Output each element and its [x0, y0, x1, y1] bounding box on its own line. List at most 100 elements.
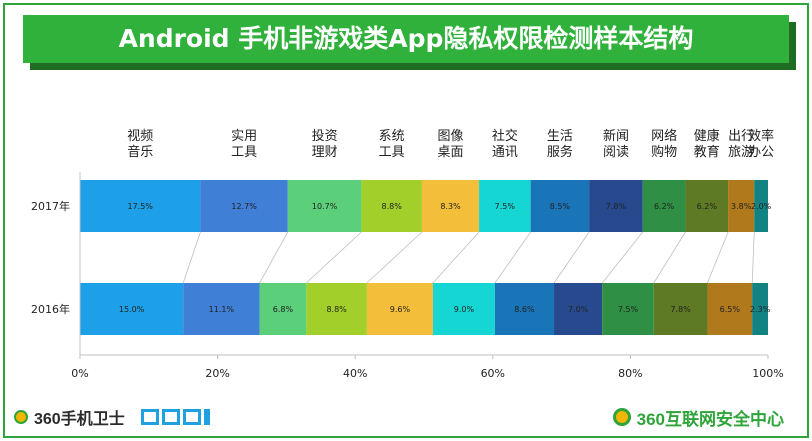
bar-segment	[183, 283, 260, 335]
data-label: 10.7%	[312, 202, 338, 211]
bar-segment	[287, 180, 362, 232]
x-tick-label: 60%	[481, 367, 505, 380]
bar-segment	[530, 180, 590, 232]
series-connector-line	[494, 231, 531, 284]
legend-label: 理财	[312, 145, 338, 160]
data-label: 11.1%	[209, 305, 235, 314]
dcci-letter-mark	[203, 409, 210, 425]
dcci-letter-mark	[140, 409, 159, 425]
bar-segment	[479, 180, 531, 232]
series-connector-line	[259, 231, 289, 284]
data-label: 3.8%	[731, 202, 752, 211]
360-security-logo-icon	[612, 408, 631, 426]
series-connector-line	[653, 231, 686, 284]
data-label: 8.3%	[440, 202, 461, 211]
data-label: 6.8%	[273, 305, 294, 314]
legend-label: 服务	[547, 144, 573, 160]
data-label: 8.5%	[550, 202, 571, 211]
x-tick-label: 40%	[343, 367, 367, 380]
bar-segment	[361, 180, 422, 232]
series-connector-line	[182, 231, 201, 284]
left-brand: 360手机卫士	[34, 411, 125, 428]
bar-segment	[554, 283, 603, 335]
series-connector-line	[601, 231, 644, 284]
category-label: 2016年	[31, 302, 70, 316]
data-label: 2.3%	[750, 305, 771, 314]
legend-label: 桌面	[437, 145, 463, 160]
category-label: 2017年	[31, 199, 70, 213]
legend-label: 网络	[651, 128, 677, 144]
bar-segment	[80, 180, 201, 232]
bar-segment	[200, 180, 288, 232]
legend-label: 健康	[694, 128, 720, 144]
chart-title: Android 手机非游戏类App隐私权限检测样本结构	[118, 24, 694, 53]
data-label: 7.5%	[495, 202, 516, 211]
legend-label: 视频	[127, 129, 153, 144]
data-label: 7.8%	[670, 305, 691, 314]
data-label: 6.2%	[654, 202, 675, 211]
footer-left: 360手机卫士	[14, 404, 210, 430]
bar-segment	[728, 180, 755, 232]
legend-label: 购物	[651, 144, 677, 160]
bar-segment	[259, 283, 307, 335]
bar-segment	[589, 180, 643, 232]
legend-label: 效率	[748, 128, 774, 144]
legend-label: 新闻	[603, 128, 629, 144]
data-label: 12.7%	[231, 202, 257, 211]
legend-label: 生活	[547, 129, 573, 144]
bar-segment	[754, 180, 768, 232]
data-label: 17.5%	[127, 202, 153, 211]
data-label: 8.8%	[381, 202, 402, 211]
legend-label: 工具	[231, 145, 257, 160]
bar-segment	[707, 283, 753, 335]
bar-segment	[653, 283, 708, 335]
chart-frame	[3, 3, 809, 438]
legend-label: 音乐	[127, 144, 153, 160]
data-label: 7.8%	[606, 202, 627, 211]
x-tick-label: 100%	[752, 367, 783, 380]
data-label: 6.2%	[697, 202, 718, 211]
data-label: 8.6%	[514, 305, 535, 314]
x-tick-label: 0%	[71, 367, 88, 380]
right-brand: 360互联网安全中心	[636, 409, 784, 429]
series-connector-line	[432, 231, 480, 284]
x-tick-label: 20%	[205, 367, 229, 380]
bar-segment	[421, 180, 480, 232]
bar-segment	[494, 283, 555, 335]
bar-segment	[685, 180, 729, 232]
360-logo-icon	[14, 410, 28, 424]
x-tick-label: 80%	[618, 367, 642, 380]
footer-right: 360互联网安全中心	[612, 404, 784, 430]
legend-label: 图像	[437, 129, 463, 144]
dcci-logo	[140, 409, 210, 425]
legend-label: 出行	[728, 129, 754, 144]
legend-label: 办公	[748, 145, 774, 160]
series-connector-line	[707, 231, 729, 284]
data-label: 2.0%	[751, 202, 772, 211]
legend-label: 工具	[379, 145, 405, 160]
bar-segment	[80, 283, 184, 335]
legend-label: 实用	[231, 129, 257, 144]
legend-label: 教育	[694, 144, 720, 160]
series-connector-line	[553, 231, 590, 284]
bar-segment	[602, 283, 654, 335]
legend-label: 旅游	[728, 145, 754, 160]
title-banner	[23, 15, 789, 63]
dcci-letter-mark	[182, 409, 201, 425]
bar-segment	[752, 283, 768, 335]
data-label: 9.0%	[454, 305, 475, 314]
legend-label: 投资	[312, 128, 338, 144]
dcci-letter-mark	[161, 409, 180, 425]
legend-label: 通讯	[492, 145, 518, 160]
bar-segment	[306, 283, 367, 335]
data-label: 9.6%	[390, 305, 411, 314]
data-label: 7.0%	[568, 305, 589, 314]
data-label: 15.0%	[119, 305, 145, 314]
bar-segment	[642, 180, 686, 232]
legend-label: 系统	[379, 129, 405, 144]
legend-label: 阅读	[603, 145, 629, 160]
bar-segment	[366, 283, 433, 335]
data-label: 7.5%	[618, 305, 639, 314]
series-connector-line	[366, 231, 423, 284]
